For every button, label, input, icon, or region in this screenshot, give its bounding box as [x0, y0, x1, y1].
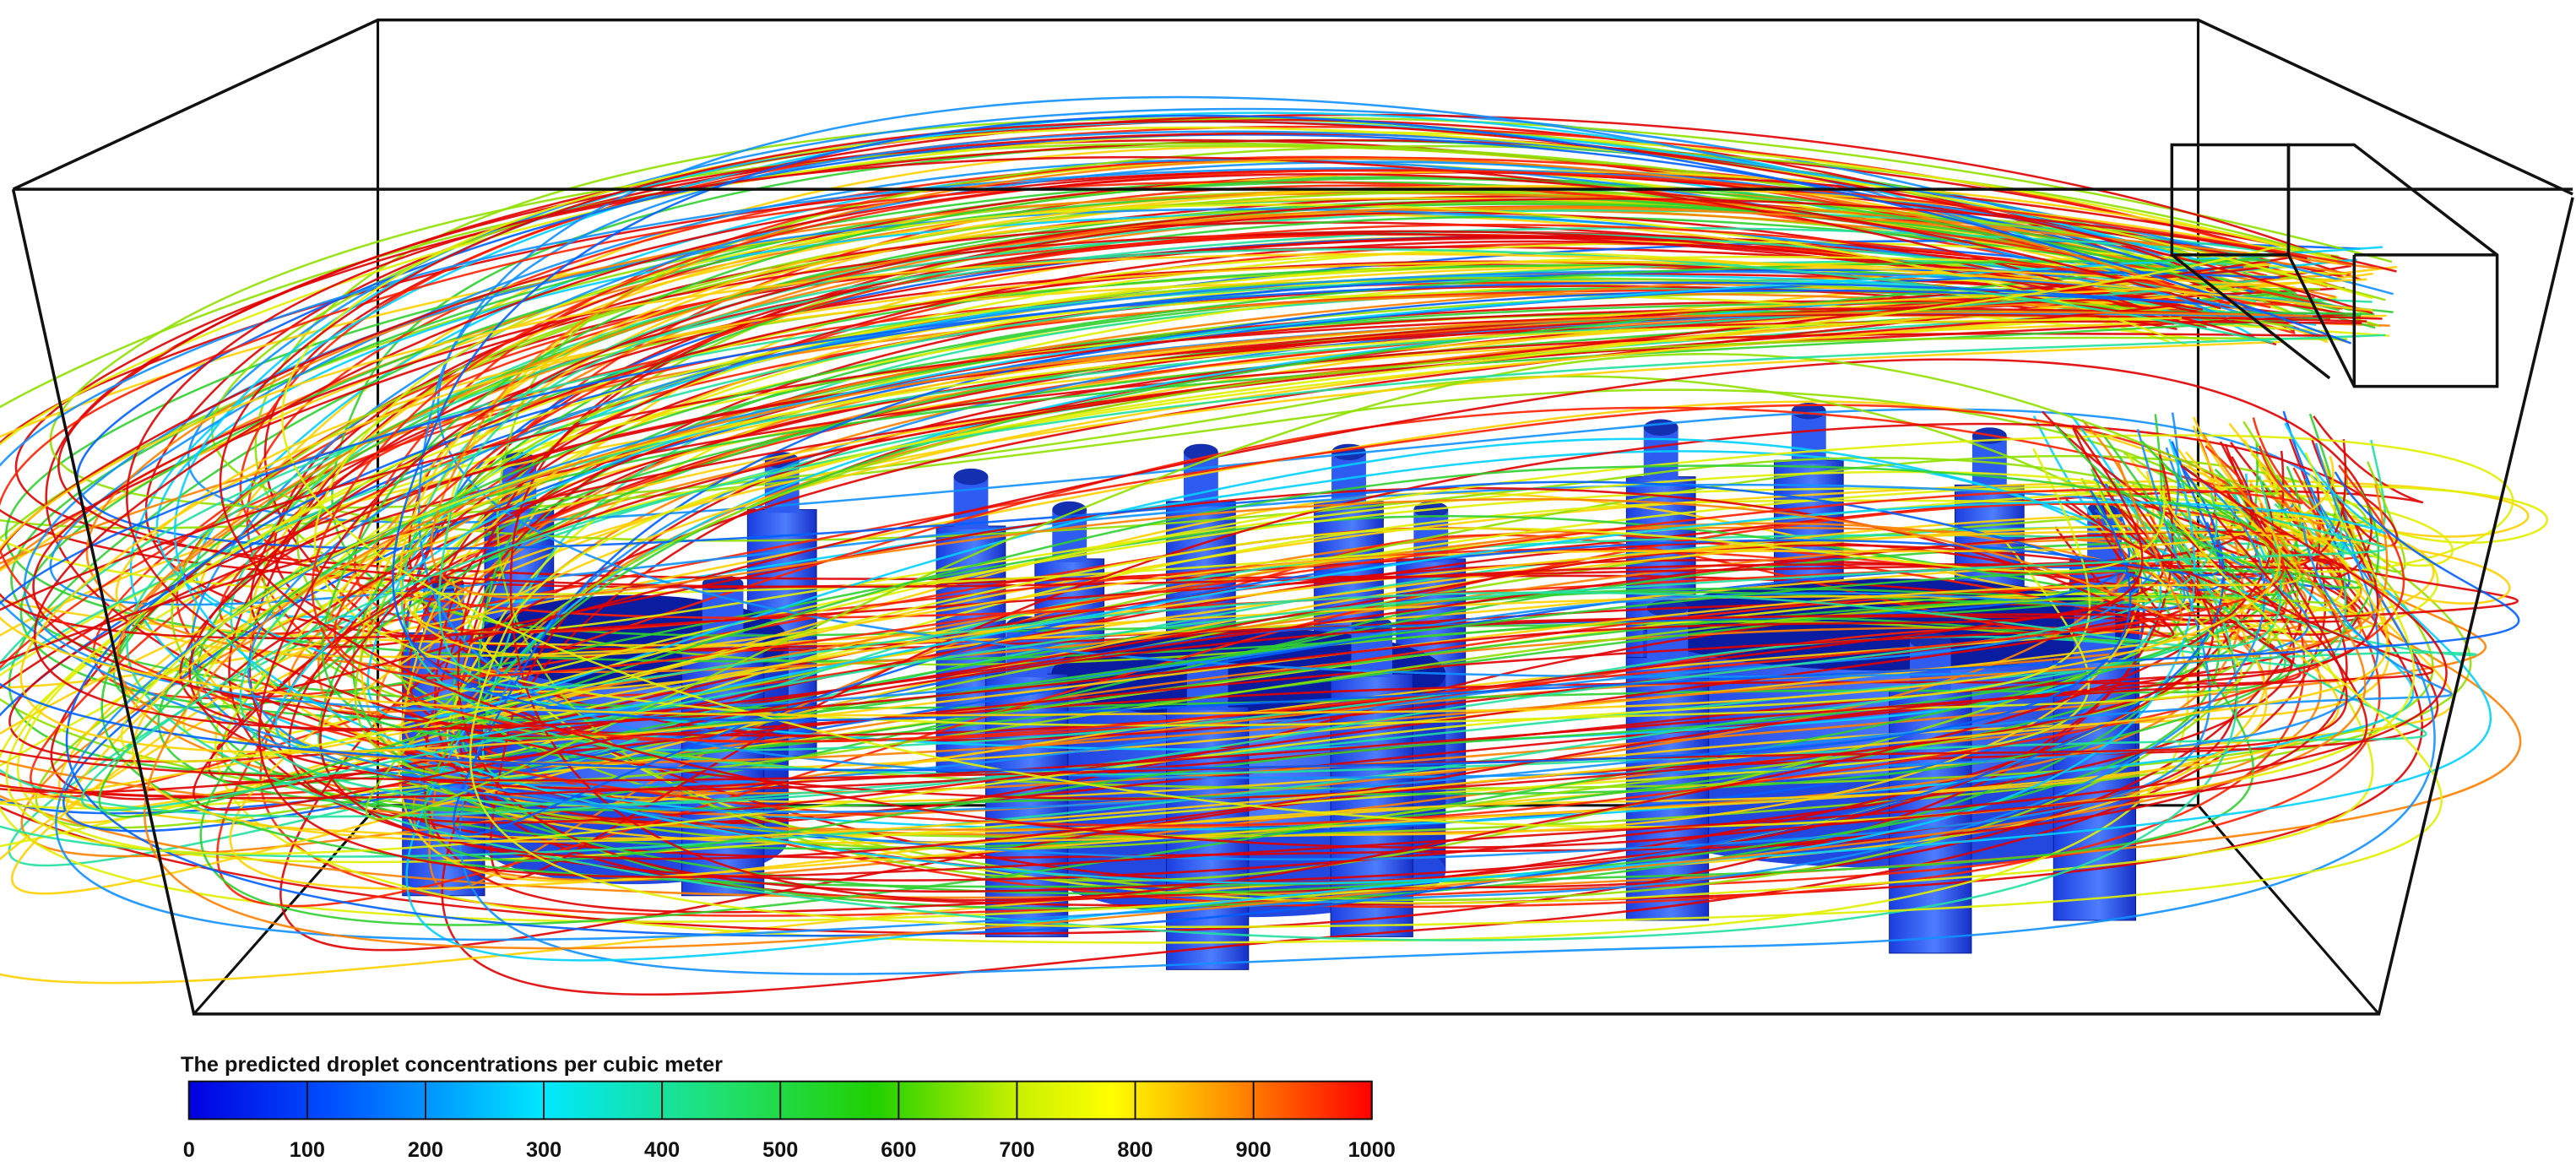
streamline — [64, 314, 2530, 824]
streamline — [311, 169, 2355, 743]
streamline — [0, 167, 2211, 860]
streamline — [220, 290, 2373, 698]
colorbar-title: The predicted droplet concentrations per… — [181, 1053, 723, 1077]
streamline — [0, 260, 2335, 985]
streamline — [120, 317, 2182, 763]
outlet — [2286, 143, 2499, 388]
streamline — [437, 95, 2310, 678]
streamline — [126, 226, 2312, 941]
pillar-top — [1052, 501, 1087, 518]
streamline — [453, 289, 2221, 836]
domain-box-front — [11, 18, 2574, 1016]
streamline — [132, 278, 2389, 843]
streamline — [351, 215, 2221, 895]
pillar-top — [1791, 403, 1826, 420]
streamline — [457, 211, 2175, 893]
colorbar-tick-label: 0 — [183, 1138, 195, 1162]
streamline — [281, 126, 2416, 828]
streamline — [437, 247, 2282, 689]
streamline — [0, 252, 2373, 717]
streamline — [17, 251, 2171, 864]
colorbar-tick-label: 500 — [762, 1138, 798, 1162]
streamline — [405, 258, 2492, 962]
streamline — [0, 257, 2434, 800]
streamline — [19, 260, 2302, 754]
streamlines — [0, 95, 2548, 996]
streamline — [65, 269, 2280, 937]
streamline — [24, 208, 2284, 713]
pillar-top — [953, 468, 989, 486]
streamline — [0, 281, 2178, 772]
box-edge — [11, 188, 2574, 1016]
streamline — [469, 246, 2443, 929]
colorbar-tick-label: 600 — [881, 1138, 916, 1162]
colorbar-tick-label: 700 — [999, 1138, 1034, 1162]
colorbar: The predicted droplet concentrations per… — [181, 1053, 1396, 1162]
colorbar-tick-label: 900 — [1236, 1138, 1272, 1162]
streamline — [365, 336, 2347, 821]
outlet — [2171, 253, 2331, 380]
streamline — [116, 206, 2389, 764]
streamline — [219, 120, 2373, 849]
streamline — [250, 221, 2226, 648]
colorbar-tick-label: 1000 — [1348, 1138, 1396, 1162]
streamline — [229, 301, 2340, 890]
colorbar-tick-label: 400 — [644, 1138, 680, 1162]
streamline — [258, 198, 2448, 878]
streamline — [144, 311, 2367, 950]
streamline — [5, 255, 2180, 855]
streamline — [274, 246, 2387, 753]
colorbar-tick-label: 800 — [1117, 1138, 1152, 1162]
streamline — [247, 270, 2453, 813]
streamline — [430, 157, 2199, 621]
streamline — [45, 113, 2308, 884]
streamline — [80, 334, 2387, 811]
colorbar-tick-label: 300 — [526, 1138, 561, 1162]
streamline — [319, 307, 2383, 860]
box-edge — [12, 18, 2573, 196]
colorbar-tick-label: 100 — [290, 1138, 325, 1162]
colorbar-tick-label: 200 — [408, 1138, 443, 1162]
streamline — [334, 224, 2303, 678]
pillar-top — [1643, 419, 1678, 436]
streamline — [509, 230, 2277, 902]
streamline — [0, 313, 2367, 782]
streamline — [33, 173, 2221, 730]
streamline — [423, 250, 2303, 862]
streamline — [392, 114, 2520, 722]
streamline — [117, 205, 2323, 837]
streamline — [0, 292, 2248, 831]
